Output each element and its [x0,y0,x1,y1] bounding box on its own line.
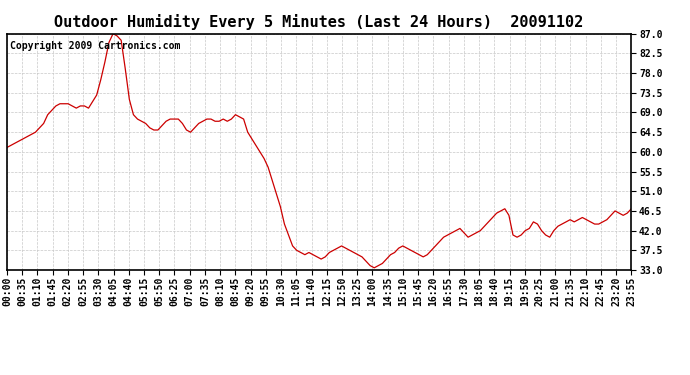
Text: Copyright 2009 Cartronics.com: Copyright 2009 Cartronics.com [10,41,180,51]
Title: Outdoor Humidity Every 5 Minutes (Last 24 Hours)  20091102: Outdoor Humidity Every 5 Minutes (Last 2… [55,14,584,30]
